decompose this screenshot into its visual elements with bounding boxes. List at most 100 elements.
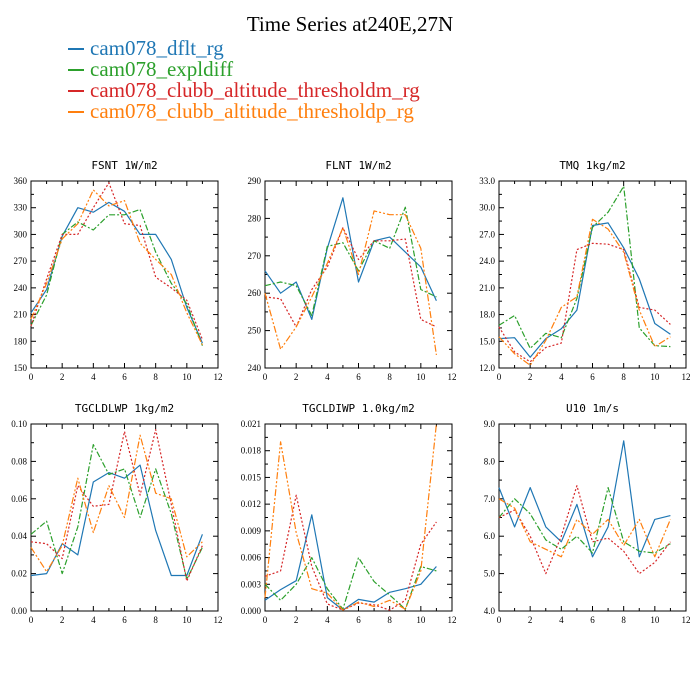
legend-swatch [68,110,84,113]
y-tick-label: 18.0 [479,310,495,320]
chart-title: TGCLDIWP 1.0kg/m2 [302,402,415,415]
y-tick-label: 0.009 [241,526,262,536]
y-tick-label: 0.015 [241,472,262,482]
x-tick-label: 6 [122,615,127,625]
y-tick-label: 33.0 [479,176,495,186]
x-tick-label: 12 [682,615,691,625]
y-tick-label: 4.0 [484,606,496,616]
series-line [498,440,671,558]
y-tick-label: 300 [14,229,28,239]
x-tick-label: 0 [263,372,268,382]
series-line [30,201,203,344]
series-line [30,429,203,582]
y-tick-label: 0.003 [241,579,262,589]
y-tick-label: 0.04 [11,531,27,541]
series-line [264,197,437,320]
x-tick-label: 6 [356,615,361,625]
x-tick-label: 10 [650,372,660,382]
y-tick-label: 9.0 [484,419,496,429]
y-tick-label: 6.0 [484,531,496,541]
chart-title: U10 1m/s [566,402,619,415]
y-tick-label: 290 [248,176,262,186]
x-tick-label: 10 [182,615,192,625]
x-tick-label: 0 [29,372,34,382]
legend-swatch [68,47,84,50]
y-tick-label: 30.0 [479,203,495,213]
series-line [264,423,437,611]
series-line [498,218,671,366]
y-tick-label: 8.0 [484,456,496,466]
y-tick-label: 15.0 [479,336,495,346]
y-tick-label: 240 [14,283,28,293]
y-tick-label: 260 [248,288,262,298]
x-tick-label: 12 [448,615,457,625]
x-tick-label: 6 [590,615,595,625]
y-tick-label: 240 [248,363,262,373]
x-tick-label: 12 [682,372,691,382]
x-tick-label: 10 [416,615,426,625]
y-tick-label: 0.08 [11,456,27,466]
series-line [498,498,671,558]
x-tick-label: 8 [387,615,392,625]
y-tick-label: 0.000 [241,606,262,616]
plot-frame [498,180,687,369]
x-tick-label: 2 [60,615,65,625]
y-tick-label: 0.018 [241,446,262,456]
series-line [30,208,203,346]
legend-label: cam078_clubb_altitude_thresholdm_rg [90,78,420,102]
x-tick-label: 0 [29,615,34,625]
y-tick-label: 27.0 [479,229,495,239]
y-tick-label: 7.0 [484,494,496,504]
y-tick-label: 180 [14,336,28,346]
series-line [264,206,437,317]
y-tick-label: 250 [248,326,262,336]
x-tick-label: 10 [182,372,192,382]
y-tick-label: 21.0 [479,283,495,293]
x-tick-label: 10 [416,372,426,382]
x-tick-label: 12 [214,372,223,382]
y-tick-label: 270 [14,256,28,266]
x-tick-label: 0 [497,615,502,625]
plot-frame [498,423,687,612]
chart-panel: TGCLDIWP 1.0kg/m2 0 2 4 6 8 10 12 0.000 0.003 0.00… [241,402,457,625]
x-tick-label: 2 [528,372,533,382]
legend-item: cam078_clubb_altitude_thresholdp_rg [68,101,420,122]
legend-item: cam078_clubb_altitude_thresholdm_rg [68,80,420,101]
x-tick-label: 12 [214,615,223,625]
figure-title: Time Series at240E,27N [246,12,454,36]
series-line [30,434,203,573]
legend-label: cam078_expldiff [90,57,234,81]
y-tick-label: 24.0 [479,256,495,266]
x-tick-label: 4 [325,615,330,625]
x-tick-label: 8 [621,372,626,382]
y-tick-label: 0.10 [11,419,27,429]
legend-label: cam078_dflt_rg [90,36,224,60]
chart-title: FSNT 1W/m2 [91,159,157,172]
y-tick-label: 5.0 [484,569,496,579]
series-line [498,242,671,363]
series-line [498,185,671,349]
y-tick-label: 210 [14,310,28,320]
x-tick-label: 8 [153,615,158,625]
chart-title: TGCLDLWP 1kg/m2 [75,402,174,415]
x-tick-label: 12 [448,372,457,382]
y-tick-label: 330 [14,203,28,213]
y-tick-label: 0.021 [241,419,261,429]
x-tick-label: 2 [294,372,299,382]
chart-title: FLNT 1W/m2 [325,159,391,172]
chart-panel: FLNT 1W/m2 0 2 4 6 8 10 12 240 250 260 270 280 290 [248,159,457,382]
x-tick-label: 6 [590,372,595,382]
x-tick-label: 6 [122,372,127,382]
x-tick-label: 4 [325,372,330,382]
series-line [30,182,203,340]
y-tick-label: 360 [14,176,28,186]
y-tick-label: 0.012 [241,499,261,509]
x-tick-label: 2 [60,372,65,382]
y-tick-label: 0.00 [11,606,27,616]
series-line [30,444,203,580]
x-tick-label: 8 [621,615,626,625]
y-tick-label: 270 [248,251,262,261]
series-line [30,189,203,346]
legend-swatch [68,89,84,92]
